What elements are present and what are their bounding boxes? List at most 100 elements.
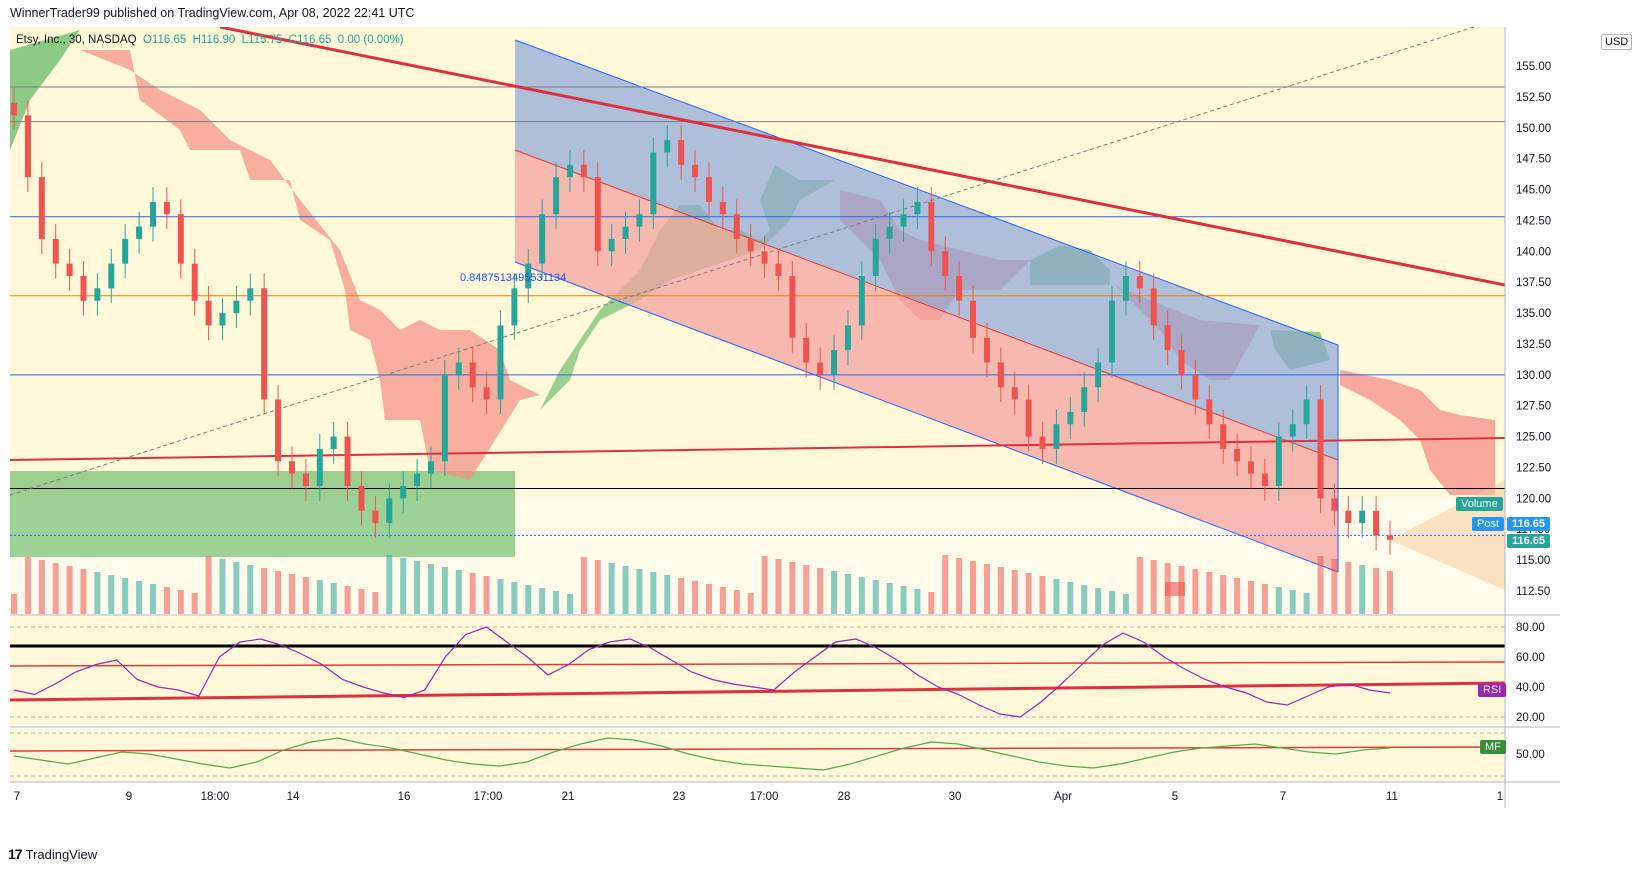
candle-body (803, 337, 810, 363)
time-tick-label: 30 (949, 791, 962, 803)
volume-tag[interactable]: Volume (1456, 497, 1503, 511)
volume-bar (705, 584, 712, 614)
candle-body (372, 510, 379, 524)
high-value: H116.90 (192, 34, 236, 46)
candle-body (692, 164, 699, 178)
candle-body (441, 374, 448, 462)
post-tag[interactable]: Post (1472, 517, 1505, 531)
candle-body (970, 300, 977, 338)
time-tick-label: 28 (838, 791, 851, 803)
candle-body (1136, 276, 1143, 289)
candle-body (1206, 399, 1213, 425)
candle-body (1234, 448, 1241, 462)
volume-bar (1387, 571, 1393, 614)
volume-bar (928, 592, 935, 614)
rsi-red-trendline (10, 681, 1505, 702)
candle-body (539, 214, 546, 264)
candle-body (858, 276, 865, 326)
candle-body (80, 276, 87, 301)
time-tick-label: 17:00 (750, 791, 779, 803)
volume-bar (149, 584, 156, 614)
rsi-tag[interactable]: RSI (1478, 683, 1507, 697)
time-tick-label: 1 (1497, 791, 1503, 803)
last-price-tag: 116.65 (1507, 534, 1551, 548)
volume-bar (1317, 556, 1324, 614)
candle-body (594, 177, 601, 252)
volume-bar (650, 572, 657, 614)
volume-bar (1081, 585, 1088, 614)
time-tick-label: 14 (287, 791, 300, 803)
candle-body (122, 238, 129, 264)
price-tick-label: 142.50 (1516, 215, 1551, 227)
volume-bar (789, 562, 796, 614)
volume-bar (831, 571, 838, 614)
volume-bar (1345, 562, 1352, 614)
candle-body (1289, 424, 1296, 437)
volume-bar (553, 591, 560, 614)
candle-body (789, 276, 796, 338)
price-tick-label: 147.50 (1516, 154, 1551, 166)
volume-bar (733, 590, 740, 614)
rsi-red-line-1 (10, 661, 1505, 667)
time-tick-label: 17:00 (474, 791, 503, 803)
volume-bar (608, 563, 615, 614)
volume-bar (1248, 581, 1255, 614)
volume-bar (108, 575, 115, 614)
volume-bar (136, 581, 143, 614)
candle-body (1067, 411, 1074, 425)
volume-bar (205, 556, 212, 614)
candle-body (650, 152, 657, 215)
candle-body (1192, 374, 1199, 400)
time-tick-label: 7 (14, 791, 20, 803)
symbol-legend[interactable]: Etsy, Inc., 30, NASDAQ O116.65 H116.90 L… (16, 34, 404, 46)
mf-pane (10, 729, 1505, 781)
candle-body (219, 313, 226, 326)
rsi-drawings (10, 626, 1505, 718)
volume-bar (664, 575, 671, 614)
time-tick-label: 11 (1386, 791, 1398, 803)
candle-body (205, 300, 212, 326)
candle-body (817, 362, 824, 375)
candle-body (636, 214, 643, 227)
candle-body (24, 115, 31, 178)
candle-body (455, 362, 462, 375)
fib-label: 0.8487513495531134 (460, 272, 567, 284)
volume-bar (427, 564, 434, 614)
candle-body (511, 288, 518, 326)
candle-body (914, 201, 921, 215)
volume-bar (983, 564, 990, 614)
volume-bar (580, 557, 587, 614)
price-tick-label: 130.00 (1516, 370, 1551, 382)
volume-bar (219, 559, 226, 614)
candle-body (956, 276, 963, 301)
candle-body (566, 164, 573, 178)
currency-button[interactable]: USD (1601, 34, 1633, 50)
footer-brand: TradingView (25, 846, 98, 862)
volume-bar (330, 583, 337, 614)
volume-bar (288, 574, 295, 614)
candle-body (261, 288, 268, 400)
candle-body (275, 399, 282, 462)
price-tick-label: 127.50 (1516, 401, 1551, 413)
price-tick-label: 140.00 (1516, 246, 1551, 258)
volume-bar (1011, 570, 1018, 614)
candle-body (1025, 399, 1032, 437)
rsi-tick-label: 20.00 (1516, 712, 1545, 724)
volume-bar (358, 589, 365, 614)
mf-tag[interactable]: MF (1480, 740, 1506, 754)
candle-body (1345, 510, 1352, 524)
publish-info: WinnerTrader99 published on TradingView.… (10, 6, 415, 20)
volume-bar (455, 570, 462, 614)
price-tick-label: 135.00 (1516, 308, 1551, 320)
volume-bar (177, 590, 184, 614)
volume-bar (844, 574, 851, 614)
candle-body (1164, 325, 1171, 351)
volume-bar (1053, 579, 1060, 614)
volume-bar (261, 568, 268, 614)
price-tick-label: 132.50 (1516, 339, 1551, 351)
candles (11, 88, 1393, 555)
time-tick-label: Apr (1054, 791, 1072, 803)
volume-bar (1261, 584, 1268, 614)
candle-body (844, 325, 851, 351)
